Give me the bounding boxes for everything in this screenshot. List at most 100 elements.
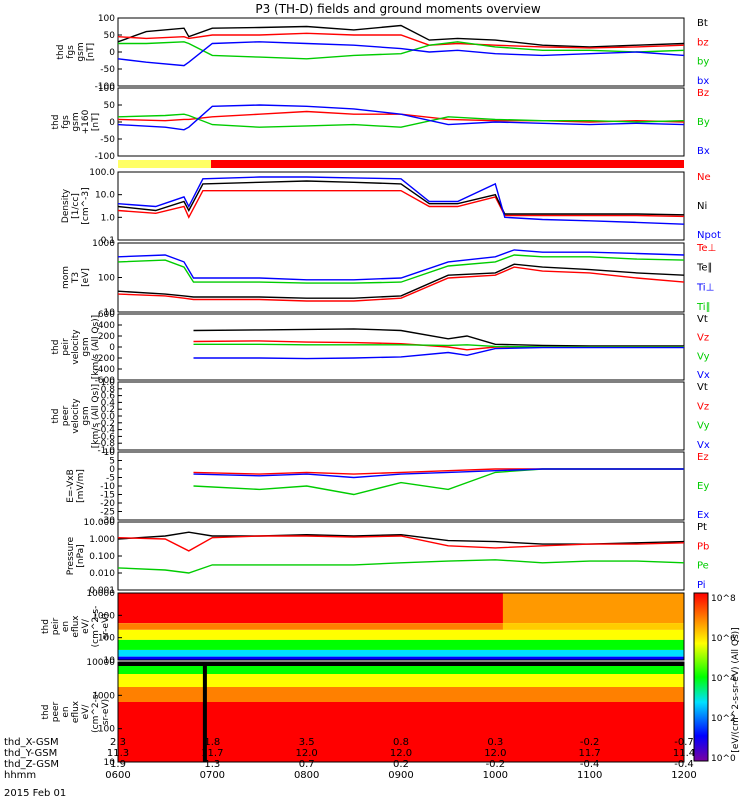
y-axis-label: [cm^-3]	[81, 187, 91, 224]
y-tick-label: -1.0	[97, 446, 115, 456]
y-tick-label: -0.8	[97, 439, 115, 449]
y-tick-label: 1.0	[101, 378, 116, 388]
series-line-Ni	[117, 180, 685, 216]
y-tick-label: 100	[98, 634, 115, 644]
legend-entry: Vz	[697, 401, 709, 412]
series-line-By	[117, 113, 685, 128]
series-line-Ne	[117, 189, 685, 219]
series-line-bx	[117, 41, 685, 67]
y-tick-label: 50	[104, 101, 116, 111]
y-tick-label: 0	[109, 465, 115, 475]
legend-entry: Ni	[697, 201, 707, 212]
y-axis-label: eflux	[71, 615, 81, 638]
spectrogram-band	[118, 687, 684, 702]
legend-entry: Pe	[697, 561, 709, 572]
panel-frame	[117, 661, 685, 763]
spectrogram-band	[118, 623, 684, 630]
y-axis-label: E=-VxB	[66, 469, 76, 503]
x-tick-label: 1.3	[204, 759, 220, 770]
x-tick-label: 12.0	[484, 748, 506, 759]
y-axis-label: peir	[61, 338, 71, 356]
y-tick-label: 100	[98, 725, 115, 735]
y-axis-label: (cm^2-s-	[91, 606, 101, 648]
y-tick-label: -15	[100, 491, 115, 501]
y-axis-label: +160	[81, 109, 91, 134]
panel-frame	[117, 521, 685, 591]
y-axis-label: [mV/m]	[76, 469, 86, 503]
legend-entry: Npot	[697, 230, 721, 241]
spectrogram-band	[118, 649, 684, 657]
legend-entry: Pt	[697, 522, 707, 533]
legend-entry: Vx	[697, 440, 710, 451]
y-axis-label: gsm	[81, 406, 91, 425]
series-line-Bz	[117, 110, 685, 123]
legend-entry: Bx	[697, 146, 710, 157]
series-line-bz	[117, 32, 685, 49]
y-axis-label: velocity	[71, 329, 81, 365]
x-tick-label: -0.2	[580, 737, 600, 748]
legend-entry: by	[697, 57, 709, 68]
y-tick-label: 5	[109, 457, 115, 467]
y-axis-label: velocity	[71, 398, 81, 434]
spectrogram-band	[118, 629, 684, 640]
series-line-Bx	[117, 104, 685, 131]
legend-entry: Ne	[697, 172, 711, 183]
y-tick-label: 0.6	[101, 392, 116, 402]
y-axis-label: sr-eV)	[101, 699, 111, 725]
mode-bar	[118, 160, 684, 168]
x-tick-label: 0800	[294, 770, 319, 781]
panel-peer-en: 10000 1000 100 10 thd peer en eflux eV/(cm^2-s-s…	[41, 658, 685, 768]
y-tick-label: 0	[109, 118, 115, 128]
y-tick-label: -5	[106, 474, 115, 484]
colorbar: 10^8 10^6 10^4 10^2 10^0 [eV/(cm^2-s-sr-eV) …	[693, 592, 741, 764]
y-axis-label: mom	[61, 266, 71, 289]
legend-entry: Vy	[697, 351, 710, 362]
colorbar-tick-label: 10^2	[711, 714, 736, 724]
panel-fgs: 100 50 0 -50 -100 thd fgs gsm [nT] Bt bz by bx	[56, 14, 709, 92]
y-tick-label: 400	[98, 321, 115, 331]
y-axis-label: thd	[41, 619, 51, 634]
x-tick-label: 0700	[200, 770, 225, 781]
y-tick-label: 100.0	[89, 168, 115, 178]
colorbar-scale	[693, 592, 709, 762]
y-axis-label: thd	[56, 45, 66, 60]
x-tick-label: 12.0	[296, 748, 318, 759]
y-axis-label: (cm^2-s-	[91, 691, 101, 733]
y-tick-label: 10	[104, 758, 116, 768]
y-tick-label: 1000	[92, 239, 115, 249]
legend-entry: By	[697, 117, 710, 128]
panel-density: 100.0 10.0 1.0 0.1 Density [1/cc] [cm^-3] Ne Ni N…	[61, 168, 721, 246]
x-tick-label: 0.3	[487, 737, 503, 748]
legend-entry: bx	[697, 76, 709, 87]
y-axis-label: thd	[51, 409, 61, 424]
y-tick-label: -100	[95, 152, 116, 162]
y-axis-label: en	[61, 706, 71, 717]
panel-frame	[117, 17, 685, 87]
mode-bar-yellow	[118, 160, 211, 168]
y-axis-label: thd	[51, 340, 61, 355]
y-tick-label: -400	[95, 365, 116, 375]
spectrogram-band	[118, 639, 684, 650]
y-axis-label: peir	[51, 617, 61, 635]
spectrogram-region	[118, 662, 684, 666]
x-tick-label: 1100	[577, 770, 602, 781]
spectrogram-region	[502, 593, 684, 630]
legend-entry: Te∥	[696, 263, 713, 274]
panel-frame	[117, 171, 685, 241]
panel-fgs-lo: 100 50 0 -50 -100 thd fgs gsm +160 [nT] Bz By Bx	[51, 84, 710, 162]
y-tick-label: 200	[98, 332, 115, 342]
x-tick-label: 1000	[483, 770, 508, 781]
y-tick-label: 10.0	[95, 191, 115, 201]
legend-entry: Ez	[697, 452, 709, 463]
x-tick-label: 0.8	[393, 737, 409, 748]
x-tick-label: 0.7	[299, 759, 315, 770]
x-tick-label: -0.2	[486, 759, 506, 770]
legend-entry: Pi	[697, 580, 706, 591]
legend-entry: Vt	[697, 382, 708, 393]
series-line-Vt	[193, 328, 684, 347]
panel-frame	[117, 592, 685, 661]
y-tick-label: 1000	[92, 611, 115, 621]
legend-entry: Vy	[697, 421, 710, 432]
